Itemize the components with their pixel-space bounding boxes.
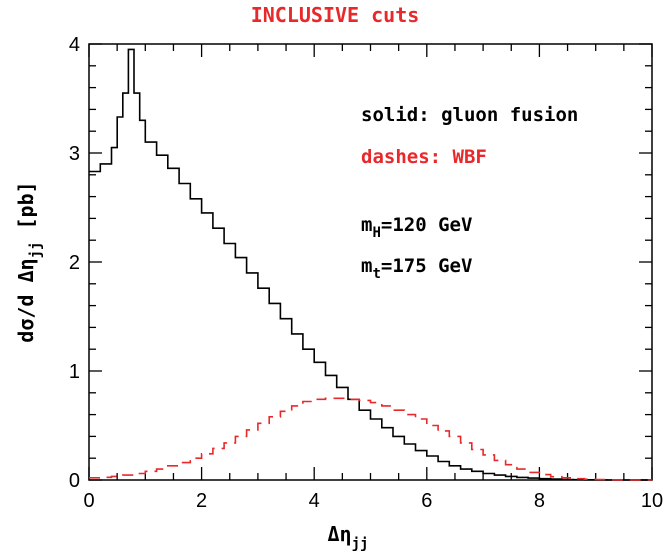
axis-ticks [88,43,653,481]
x-axis-label: Δηjj [328,522,369,552]
y-tick-label: 2 [69,252,80,274]
y-axis-label: dσ/d Δηjj [pb] [14,181,44,342]
y-tick-label: 0 [69,470,80,492]
y-tick-labels: 0 1 2 3 4 [69,34,80,492]
y-tick-label: 1 [69,361,80,383]
x-tick-labels: 0 2 4 6 8 10 [83,490,663,512]
x-tick-label: 0 [83,490,94,512]
y-tick-label: 3 [69,143,80,165]
annotation-solid: solid: gluon fusion [361,104,578,126]
x-tick-label: 4 [309,490,320,512]
annotation-higgs-mass: mH=120 GeV [361,214,472,241]
x-tick-label: 6 [421,490,432,512]
y-tick-label: 4 [69,34,80,56]
series-wbf-line [89,397,652,481]
x-tick-label: 8 [534,490,545,512]
x-tick-label: 10 [641,490,663,512]
series-gluon-fusion-line [89,48,652,481]
x-tick-label: 2 [196,490,207,512]
annotation-top-mass: mt=175 GeV [361,255,472,282]
chart-title: INCLUSIVE cuts [251,3,420,27]
annotation-dashes: dashes: WBF [361,146,487,168]
